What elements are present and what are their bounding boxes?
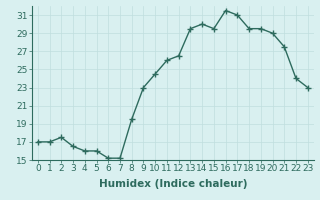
X-axis label: Humidex (Indice chaleur): Humidex (Indice chaleur) [99, 179, 247, 189]
